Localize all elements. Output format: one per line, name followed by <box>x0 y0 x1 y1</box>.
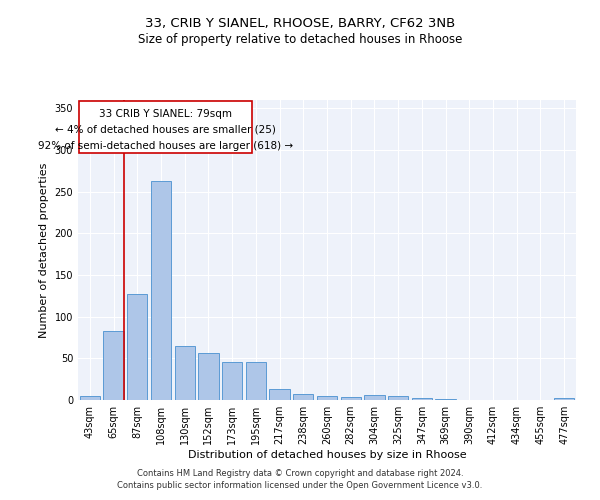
Bar <box>269 389 290 400</box>
Text: Contains public sector information licensed under the Open Government Licence v3: Contains public sector information licen… <box>118 481 482 490</box>
Y-axis label: Number of detached properties: Number of detached properties <box>39 162 49 338</box>
Bar <box>175 346 195 400</box>
Text: 33 CRIB Y SIANEL: 79sqm: 33 CRIB Y SIANEL: 79sqm <box>99 109 232 119</box>
Bar <box>199 354 218 400</box>
Bar <box>412 398 432 400</box>
Bar <box>222 362 242 400</box>
Bar <box>388 396 408 400</box>
Bar <box>127 294 148 400</box>
Text: Size of property relative to detached houses in Rhoose: Size of property relative to detached ho… <box>138 32 462 46</box>
FancyBboxPatch shape <box>79 101 252 152</box>
Text: 92% of semi-detached houses are larger (618) →: 92% of semi-detached houses are larger (… <box>38 141 293 151</box>
Bar <box>364 395 385 400</box>
Bar <box>246 362 266 400</box>
Text: 33, CRIB Y SIANEL, RHOOSE, BARRY, CF62 3NB: 33, CRIB Y SIANEL, RHOOSE, BARRY, CF62 3… <box>145 18 455 30</box>
Bar <box>436 399 455 400</box>
Text: ← 4% of detached houses are smaller (25): ← 4% of detached houses are smaller (25) <box>55 125 276 135</box>
Bar <box>151 181 171 400</box>
Bar <box>554 398 574 400</box>
Bar <box>293 394 313 400</box>
Bar <box>103 331 124 400</box>
Bar <box>317 396 337 400</box>
Bar <box>341 396 361 400</box>
Bar <box>80 396 100 400</box>
Text: Contains HM Land Registry data © Crown copyright and database right 2024.: Contains HM Land Registry data © Crown c… <box>137 468 463 477</box>
X-axis label: Distribution of detached houses by size in Rhoose: Distribution of detached houses by size … <box>188 450 466 460</box>
